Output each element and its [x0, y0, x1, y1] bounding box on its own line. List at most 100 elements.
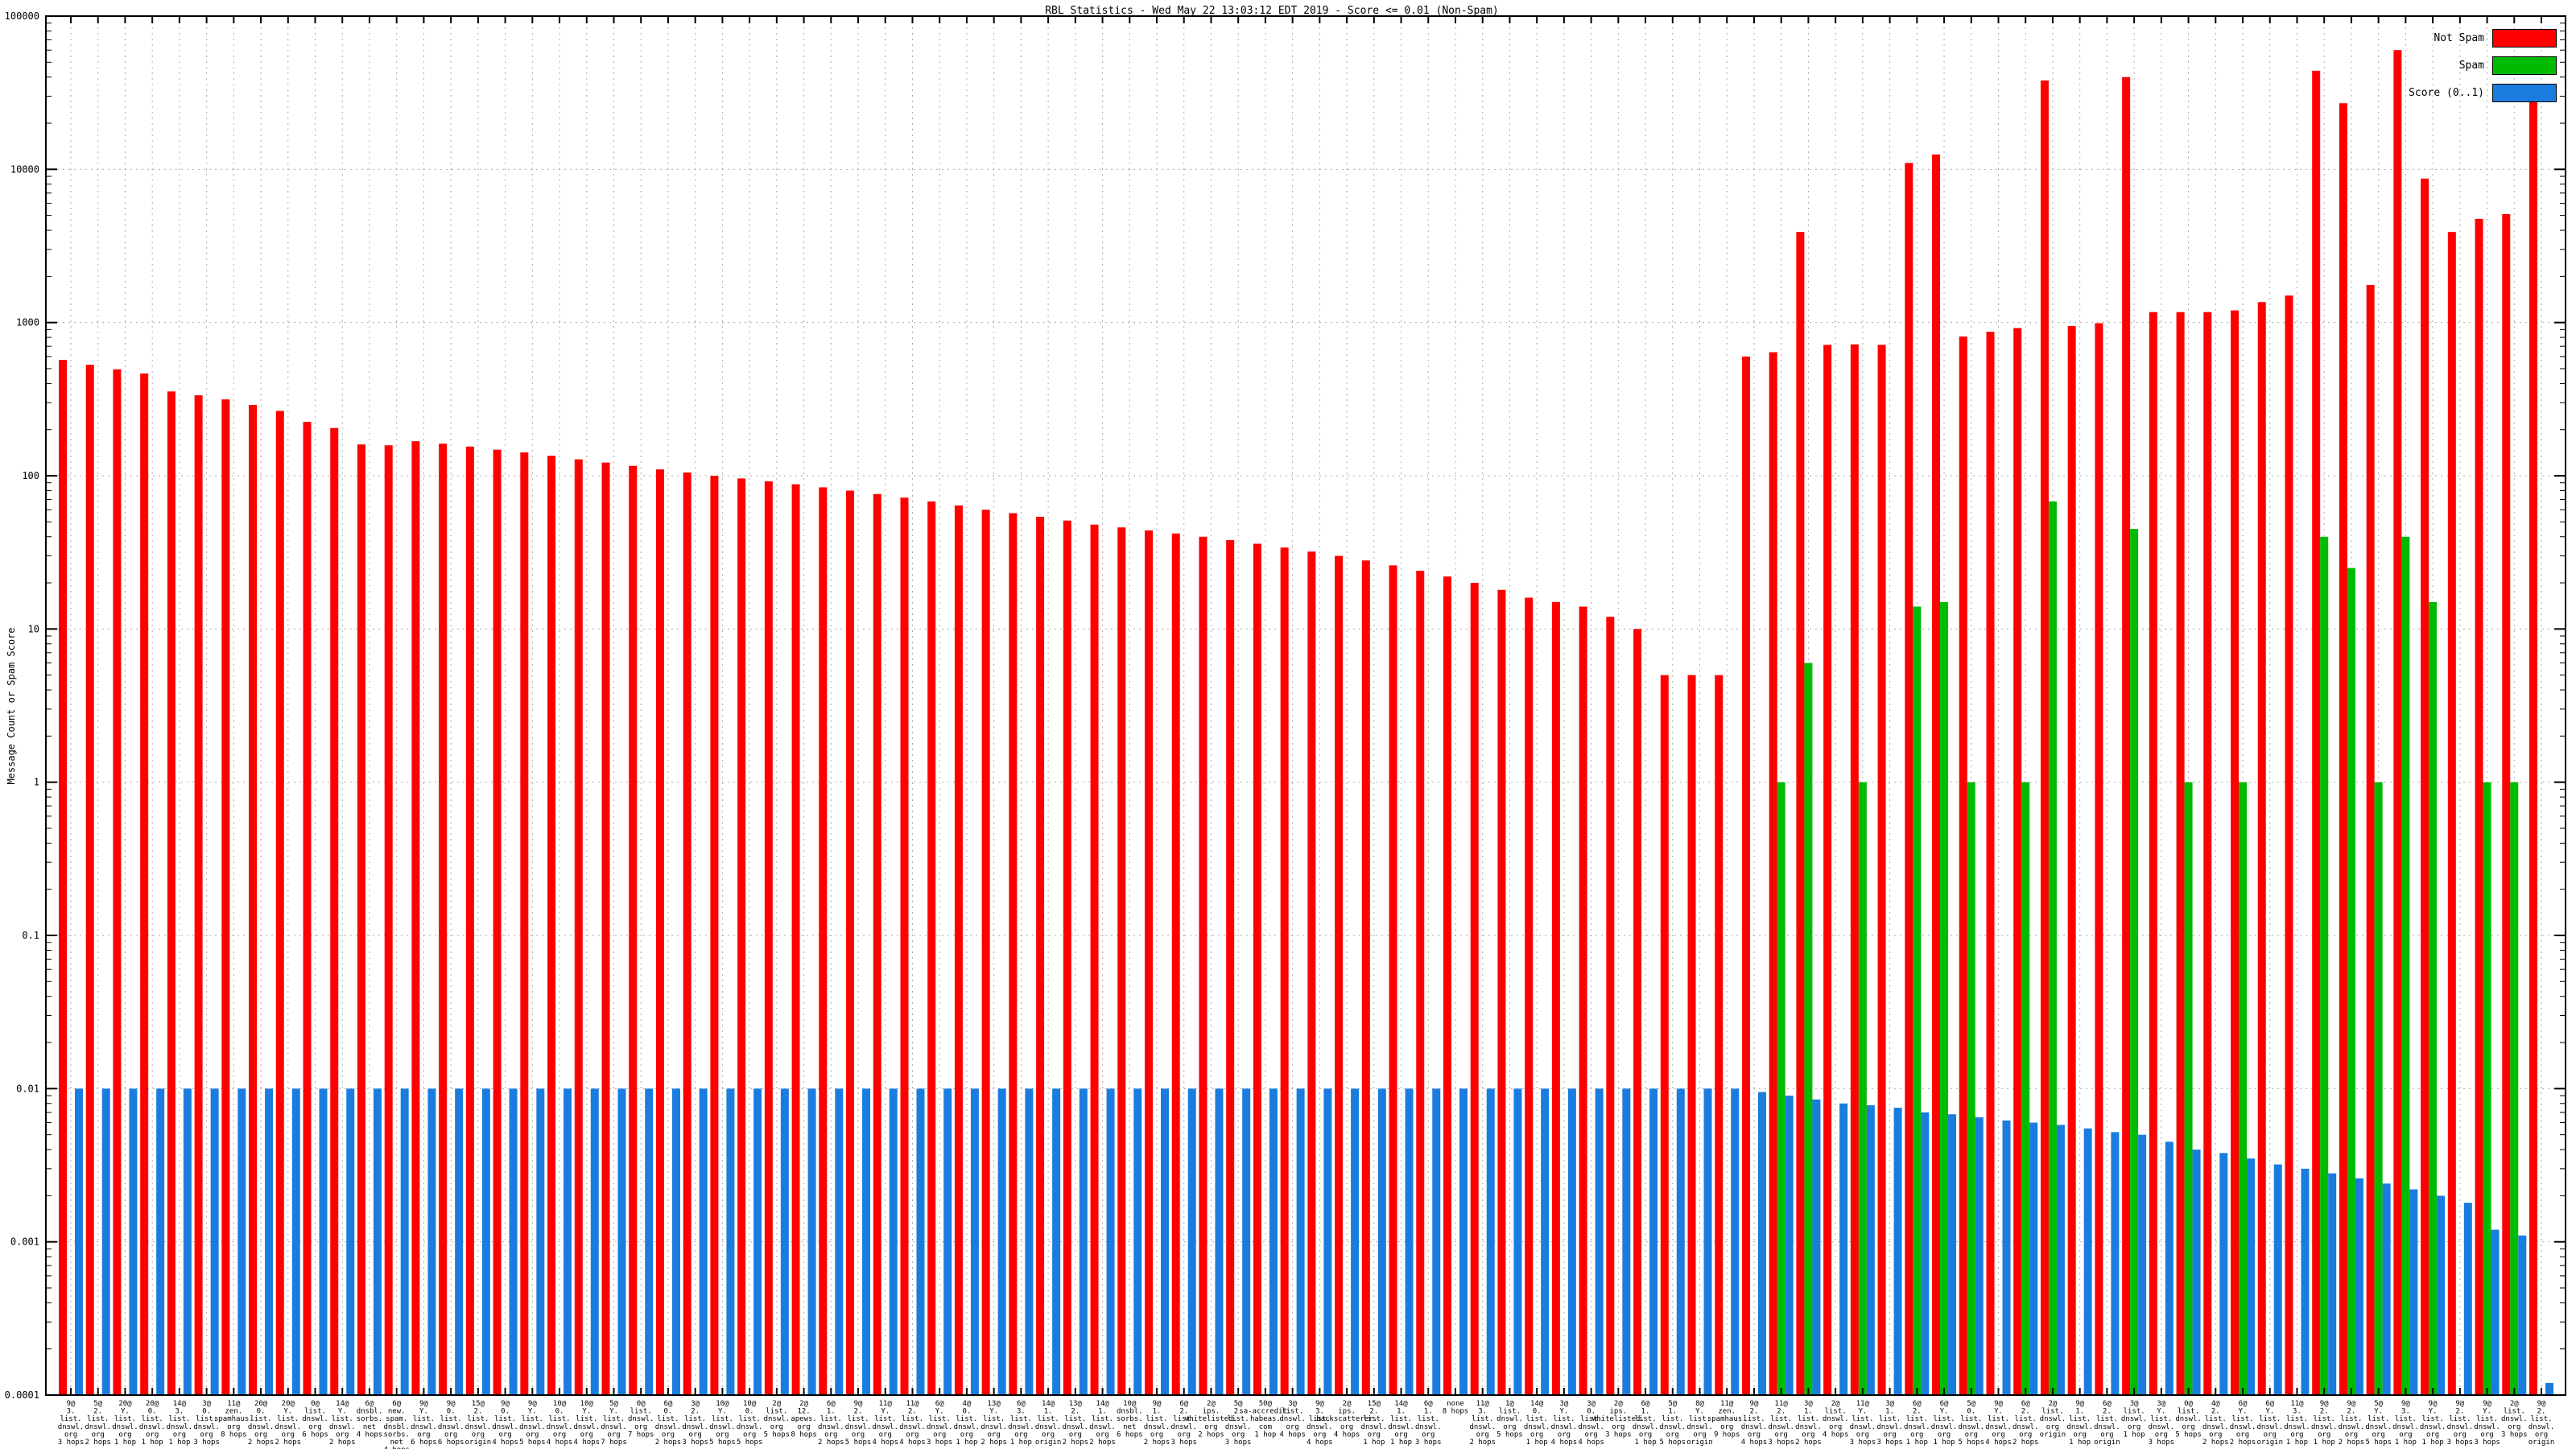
bar-score-0-1	[2491, 1229, 2500, 1395]
bar-not-spam	[194, 395, 203, 1396]
bar-score-0-1	[1893, 1108, 1902, 1395]
bar-not-spam	[547, 456, 556, 1395]
bar-score-0-1	[1351, 1088, 1360, 1395]
x-tick-label: 0@ list. dnswl. org 6 hops	[302, 1400, 328, 1439]
bar-score-0-1	[2463, 1203, 2472, 1395]
bar-not-spam	[2176, 312, 2185, 1396]
bar-score-0-1	[617, 1088, 626, 1395]
x-tick-label: 9@ 0. list. dnswl. org 6 hops	[438, 1400, 464, 1447]
bar-not-spam	[2013, 328, 2022, 1395]
bar-score-0-1	[2301, 1168, 2310, 1395]
bar-not-spam	[1769, 352, 1777, 1395]
bar-spam	[2374, 782, 2383, 1395]
bar-score-0-1	[862, 1088, 871, 1395]
bar-score-0-1	[1595, 1088, 1604, 1395]
y-tick-label: 0.001	[10, 1236, 39, 1248]
bar-not-spam	[1171, 533, 1180, 1395]
x-tick-label: 2@ ips. whitelisted. org 2 hops	[1185, 1400, 1237, 1439]
bar-score-0-1	[2083, 1128, 2092, 1395]
bar-score-0-1	[835, 1088, 844, 1395]
bar-score-0-1	[1812, 1099, 1821, 1395]
bar-spam	[1777, 782, 1785, 1395]
bar-not-spam	[2122, 76, 2131, 1396]
bar-not-spam	[303, 421, 312, 1395]
x-tick-label: 5@ 1. list. dnswl. org 5 hops	[1660, 1400, 1686, 1447]
x-tick-label: 8@ Y. list. dnswl. org origin	[1686, 1400, 1713, 1447]
x-tick-label: 6@ 2. list. dnswl. org 2 hops	[2013, 1400, 2039, 1447]
x-tick-label: 9@ Y. list. dnswl. org 3 hops	[2474, 1400, 2500, 1447]
bar-not-spam	[1932, 154, 1941, 1395]
bar-not-spam	[873, 493, 881, 1396]
bar-not-spam	[1280, 547, 1289, 1395]
bar-spam	[2347, 568, 2355, 1396]
x-tick-label: 11@ Y. list. dnswl. org 4 hops	[873, 1400, 899, 1447]
bar-spam	[1858, 782, 1867, 1395]
x-tick-label: 5@ Y. list. dnswl. org 5 hops	[2365, 1400, 2392, 1447]
x-tick-label: 13@ Y. list. dnswl. org 2 hops	[980, 1400, 1007, 1447]
bar-score-0-1	[699, 1088, 708, 1395]
x-tick-label: 9@ 1. list. dnswl. org 2 hops	[1144, 1400, 1170, 1447]
bar-not-spam	[2312, 70, 2321, 1396]
x-tick-label: 14@ 3. list. dnswl. org 1 hop	[167, 1400, 193, 1447]
bar-not-spam	[2366, 284, 2375, 1396]
x-tick-label: 11@ zen. spamhaus. org 8 hops	[214, 1400, 254, 1439]
bar-not-spam	[1986, 332, 1995, 1395]
x-tick-label: 5@ 2. list. dnswl. org 3 hops	[1225, 1400, 1252, 1447]
bar-score-0-1	[807, 1088, 816, 1395]
bars	[59, 50, 2553, 1396]
legend-item-score-0-1-: Score (0..1)	[2409, 84, 2557, 102]
bar-score-0-1	[2002, 1120, 2011, 1395]
bar-score-0-1	[970, 1088, 979, 1395]
x-tick-label: 6@ Y. list. dnswl. org 2 hops	[2230, 1400, 2256, 1447]
x-tick-label: 20@ 0. list. dnswl. org 2 hops	[248, 1400, 275, 1447]
x-tick-label: 20@ Y. list. dnswl. org 1 hop	[112, 1400, 138, 1447]
bar-spam	[2184, 782, 2193, 1395]
y-tick-label: 10	[28, 623, 39, 634]
bar-score-0-1	[427, 1088, 436, 1395]
legend-label: Not Spam	[2434, 32, 2484, 44]
bar-not-spam	[113, 369, 122, 1396]
bar-not-spam	[1226, 539, 1235, 1395]
x-tick-label: 2@ ips. backscatterer. org 4 hops	[1316, 1400, 1377, 1439]
bar-not-spam	[2095, 323, 2103, 1395]
x-tick-label: 11@ 3. list. dnswl. org 1 hop	[2284, 1400, 2310, 1447]
bar-score-0-1	[183, 1088, 192, 1395]
x-tick-label: 10@ 0. list. dnswl. org 5 hops	[737, 1400, 763, 1447]
bar-not-spam	[2475, 218, 2483, 1395]
x-tick-label: 6@ 2. list. dnswl. org 1 hop	[1904, 1400, 1930, 1447]
x-tick-label: none 8 hops	[1443, 1400, 1469, 1416]
legend-item-not-spam: Not Spam	[2409, 29, 2557, 47]
bar-score-0-1	[2138, 1134, 2147, 1395]
x-tick-label: 3@ list. dnswl. org 1 hop	[2121, 1400, 2148, 1439]
bar-not-spam	[1606, 617, 1615, 1395]
bar-score-0-1	[237, 1088, 246, 1395]
x-tick-label: 9@ Y. list. dnswl. org 6 hops	[411, 1400, 437, 1447]
bar-score-0-1	[1405, 1088, 1414, 1395]
bar-score-0-1	[753, 1088, 762, 1395]
bar-score-0-1	[2219, 1153, 2228, 1395]
bar-not-spam	[59, 360, 67, 1395]
x-tick-label: 2@ list. dnswl. org 3 hops	[2501, 1400, 2528, 1439]
bar-not-spam	[1036, 516, 1045, 1396]
bar-spam	[2048, 501, 2057, 1395]
bar-score-0-1	[780, 1088, 789, 1395]
bar-not-spam	[1551, 601, 1560, 1395]
legend-label: Score (0..1)	[2409, 87, 2484, 99]
y-tick-label: 100	[22, 470, 39, 481]
bar-not-spam	[1850, 344, 1859, 1395]
x-tick-label: 6@ Y. list. dnswl. org origin	[2256, 1400, 2283, 1447]
bar-not-spam	[1253, 543, 1261, 1395]
bar-not-spam	[846, 490, 855, 1395]
x-tick-label: 10@ Y. list. dnswl. org 4 hops	[574, 1400, 601, 1447]
bar-not-spam	[629, 465, 638, 1396]
bar-not-spam	[1497, 589, 1506, 1395]
y-tick-label: 1000	[16, 317, 39, 328]
bar-score-0-1	[889, 1088, 898, 1395]
x-tick-label: 2@ 12. apews. org 8 hops	[791, 1400, 817, 1439]
x-tick-label: 9@ Y. list. dnswl. org 1 hop	[2420, 1400, 2446, 1447]
bar-spam	[2483, 782, 2491, 1395]
x-tick-label: 6@ 1. list. dnswl. org 2 hops	[818, 1400, 844, 1447]
bar-score-0-1	[2355, 1178, 2363, 1395]
bar-not-spam	[1525, 597, 1534, 1395]
bar-score-0-1	[1025, 1088, 1034, 1395]
